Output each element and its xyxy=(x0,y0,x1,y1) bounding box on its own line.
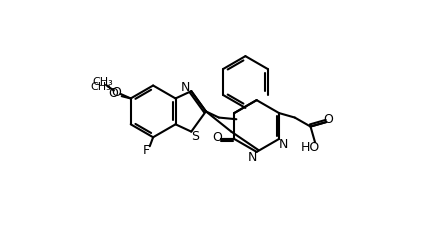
Text: O: O xyxy=(324,113,334,126)
Text: N: N xyxy=(247,151,257,164)
Text: O: O xyxy=(108,88,118,100)
Text: F: F xyxy=(143,144,150,157)
Text: N: N xyxy=(181,81,190,94)
Text: N: N xyxy=(279,138,288,151)
Text: CH₃: CH₃ xyxy=(92,76,113,87)
Text: HO: HO xyxy=(301,142,320,154)
Text: O: O xyxy=(212,131,222,144)
Text: CH₃: CH₃ xyxy=(90,82,111,92)
Text: O: O xyxy=(111,86,121,99)
Text: S: S xyxy=(190,130,199,143)
